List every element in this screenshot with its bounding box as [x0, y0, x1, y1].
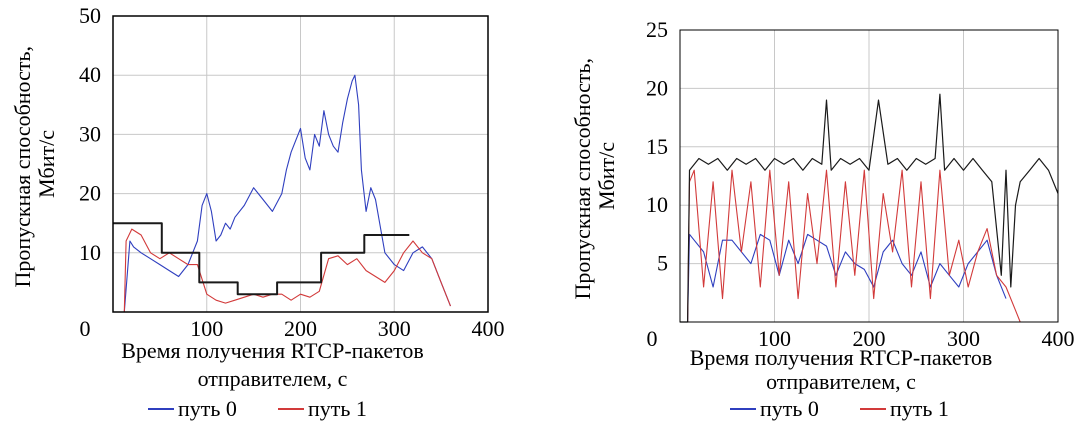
series-line-path1: [113, 228, 452, 313]
legend-label-path1-right: путь 1: [890, 396, 949, 421]
y-tick-label: 10: [79, 240, 101, 265]
x-axis-label-line-2-left: отправителем, с: [198, 366, 348, 391]
series-line-reference: [113, 222, 410, 296]
ticks-right: 0 100 200 300 400 5 10 15 20 25: [646, 17, 1075, 351]
plot-frame-left: [112, 15, 489, 313]
x-tick-label: 0: [80, 316, 91, 341]
y-tick-label: 10: [646, 192, 668, 217]
x-tick-label: 200: [284, 316, 317, 341]
x-axis-label-line-1-right: Время получения RTCP-пакетов: [690, 345, 993, 370]
x-tick-label: 100: [758, 326, 791, 351]
series-line-path1: [680, 169, 1021, 323]
y-axis-label-line-1: Пропускная способность,: [570, 58, 595, 300]
series-left: [113, 74, 452, 313]
y-axis-label-line-1: Пропускная способность,: [10, 46, 35, 288]
y-tick-label: 20: [646, 75, 668, 100]
y-tick-label: 20: [79, 181, 101, 206]
y-tick-label: 5: [657, 251, 668, 276]
grid-left: [113, 16, 488, 312]
x-tick-label: 100: [190, 316, 223, 341]
legend-label-path0-left: путь 0: [178, 396, 237, 421]
x-tick-label: 400: [472, 316, 505, 341]
plot-frame-right: [679, 29, 1059, 323]
y-tick-label: 30: [79, 121, 101, 146]
grid-right: [680, 30, 1058, 322]
x-tick-label: 200: [853, 326, 886, 351]
legend-label-path1-left: путь 1: [308, 396, 367, 421]
x-tick-label: 400: [1042, 326, 1075, 351]
y-axis-label-line-2: Мбит/с: [594, 142, 619, 210]
x-axis-label-line-2-right: отправителем, с: [766, 369, 916, 394]
legend-left: путь 0 путь 1: [148, 396, 367, 421]
y-axis-label-left: Пропускная способность, Мбит/с: [10, 40, 59, 287]
y-tick-label: 15: [646, 134, 668, 159]
y-axis-label-line-2: Мбит/с: [34, 130, 59, 198]
x-tick-label: 300: [947, 326, 980, 351]
chart-left: 0 100 200 300 400 10 20 30 40 50 Пропускная спосо…: [10, 3, 505, 421]
y-tick-label: 50: [79, 3, 101, 28]
legend-label-path0-right: путь 0: [760, 396, 819, 421]
x-axis-label-line-1-left: Время получения RTCP-пакетов: [121, 338, 424, 363]
y-axis-label-right: Пропускная способность, Мбит/с: [570, 52, 619, 299]
x-tick-label: 300: [378, 316, 411, 341]
chart-right: 0 100 200 300 400 5 10 15 20 25 Пропускная способ…: [570, 17, 1075, 421]
series-line-reference: [680, 93, 1059, 323]
x-tick-label: 0: [647, 326, 658, 351]
legend-right: путь 0 путь 1: [730, 396, 949, 421]
y-tick-label: 25: [646, 17, 668, 42]
y-tick-label: 40: [79, 62, 101, 87]
series-line-path0: [113, 74, 452, 313]
series-right: [680, 93, 1059, 323]
ticks-left: 0 100 200 300 400 10 20 30 40 50: [79, 3, 505, 341]
